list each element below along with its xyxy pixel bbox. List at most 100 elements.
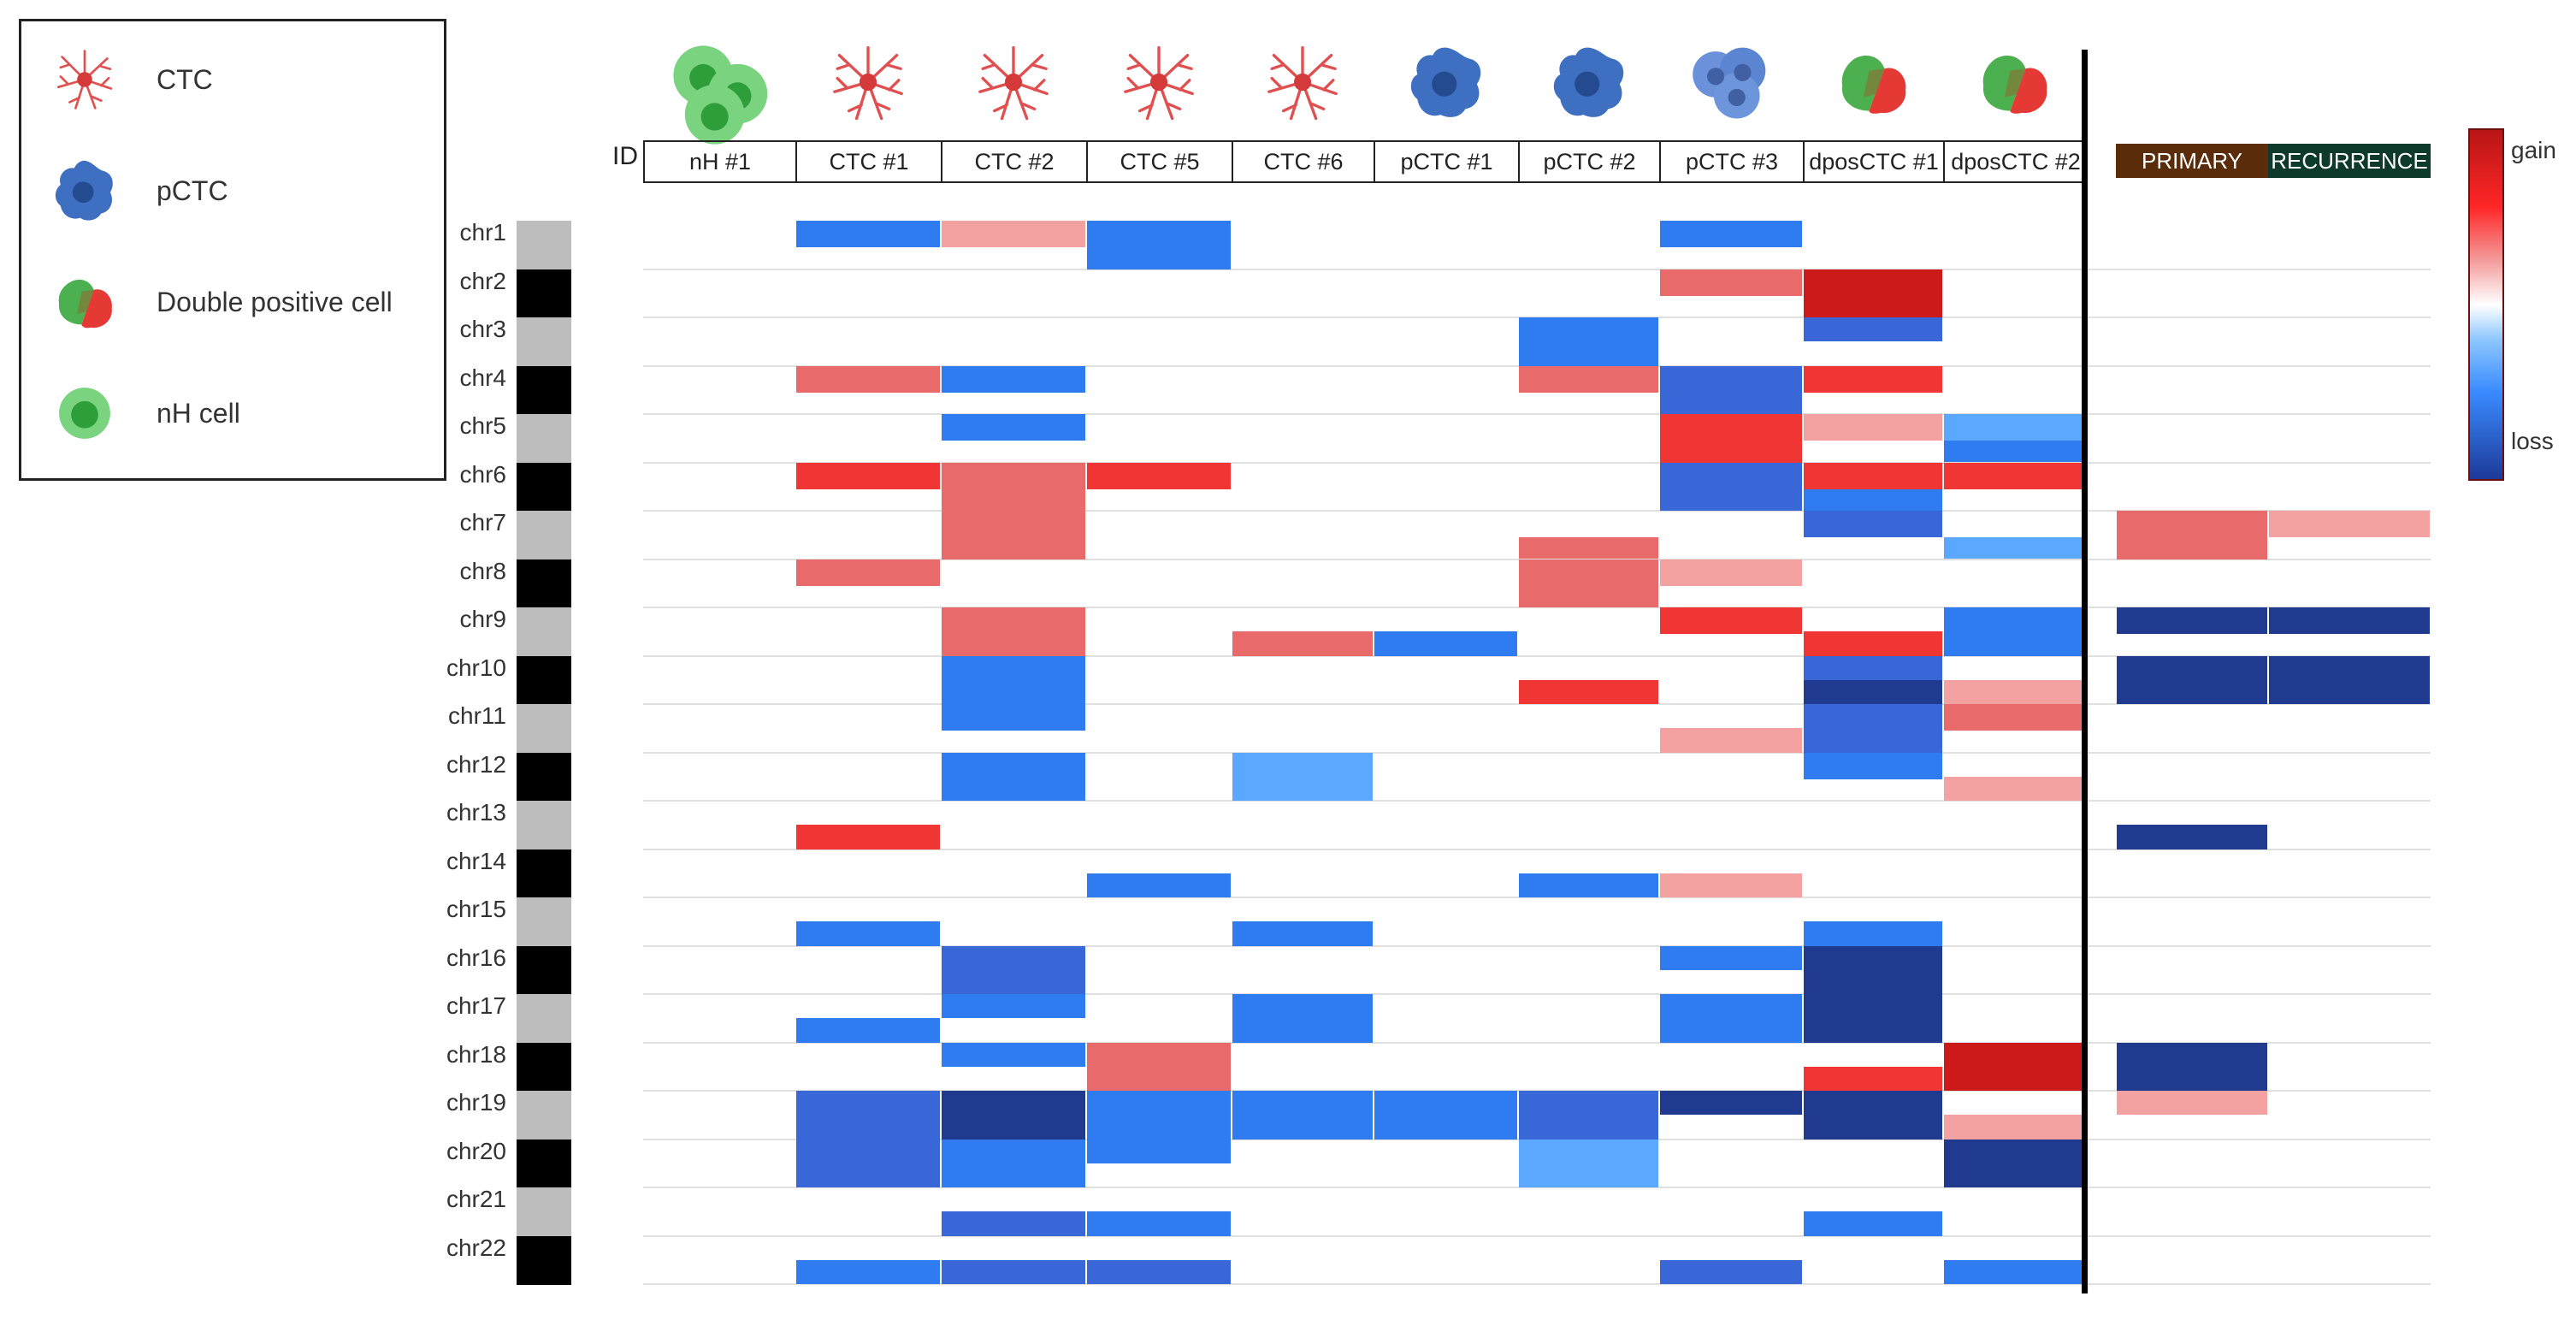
heatmap-cell [1087, 1091, 1231, 1140]
heatmap-cell [796, 1018, 940, 1043]
heatmap-cell [1804, 269, 1942, 317]
cell-type-legend: CTC pCTC Double positive cell nH cell [19, 19, 446, 481]
heatmap-cell [1804, 704, 1942, 753]
pctc-cell-icon [1410, 47, 1480, 117]
heatmap-cell [942, 1211, 1085, 1236]
chromosome-label: chr8 [459, 557, 506, 584]
chromosome-label: chr21 [446, 1186, 506, 1212]
ctc-cell-icon [833, 46, 903, 121]
row-grid-line [643, 993, 2431, 995]
column-header: CTC #1 [797, 142, 942, 181]
heatmap-cell [1804, 1211, 1942, 1236]
heatmap-cell [1804, 921, 1942, 946]
heatmap-cell [1944, 607, 2084, 656]
row-grid-line [643, 268, 2431, 270]
chromosome-label: chr17 [446, 992, 506, 1019]
tumor-column-header: RECURRENCE [2268, 144, 2431, 178]
double-positive-cell-icon [1982, 56, 2047, 114]
row-grid-line [643, 703, 2431, 705]
heatmap-cell [1804, 317, 1942, 342]
column-header: CTC #5 [1088, 142, 1233, 181]
heatmap-cell [942, 1042, 1085, 1067]
row-grid-line [643, 897, 2431, 898]
double-positive-cell-icon [58, 279, 112, 329]
heatmap-cell [942, 221, 1085, 248]
heatmap-cell [1660, 365, 1802, 414]
sample-header-table: nH #1 CTC #1 CTC #2 CTC #5 CTC #6 pCTC #1 pCTC… [643, 140, 2085, 183]
heatmap-cell [1804, 1066, 1942, 1091]
column-header: CTC #2 [942, 142, 1088, 181]
column-header: pCTC #1 [1375, 142, 1520, 181]
heatmap-cell [2269, 679, 2430, 704]
chromosome-stripe [517, 269, 571, 318]
chromosome-label: chr16 [446, 944, 506, 971]
heatmap-cell [796, 559, 940, 586]
chromosome-label: chr11 [448, 702, 506, 729]
chromosome-label: chr10 [446, 654, 506, 681]
column-header: nH #1 [645, 142, 797, 181]
chromosome-stripe [517, 1235, 571, 1285]
row-grid-line [643, 607, 2431, 608]
chromosome-stripe [517, 414, 571, 464]
heatmap-cell [1660, 945, 1802, 970]
legend-item-pctc: pCTC [21, 141, 444, 244]
colorbar-loss-label: loss [2511, 428, 2554, 454]
heatmap-cell [1374, 1091, 1517, 1140]
row-grid-line [643, 751, 2431, 754]
heatmap-cell [1804, 994, 1942, 1043]
heatmap-cell [942, 462, 1085, 511]
legend-label-ctc: CTC [157, 64, 213, 95]
ctc-cell-icon [978, 46, 1049, 121]
chromosome-label: chr1 [459, 219, 506, 246]
heatmap-cell [942, 365, 1085, 393]
row-grid-line [643, 654, 2431, 657]
legend-item-double-positive: Double positive cell [21, 252, 444, 355]
chromosome-stripe [517, 1139, 571, 1188]
heatmap-cell [1804, 679, 1942, 704]
chromosome-stripe [517, 849, 571, 898]
legend-label-pctc: pCTC [157, 175, 228, 206]
colorbar [2468, 128, 2504, 481]
chromosome-stripe [517, 1042, 571, 1092]
chromosome-stripe [517, 1091, 571, 1140]
heatmap-cell [1944, 462, 2084, 489]
heatmap-cell [1519, 873, 1658, 897]
heatmap-cell [796, 365, 940, 393]
heatmap-cell [942, 511, 1085, 559]
nh-cell-icon [59, 388, 110, 439]
heatmap-cell [2269, 511, 2430, 538]
chromosome-label: chr13 [446, 799, 506, 826]
heatmap-cell [1232, 921, 1373, 946]
chromosome-label: chr9 [459, 606, 506, 632]
heatmap-cell [1519, 559, 1658, 607]
heatmap-cell [942, 704, 1085, 731]
heatmap-cell [1232, 994, 1373, 1043]
heatmap-cell [796, 825, 940, 849]
tumor-column-header: PRIMARY [2116, 144, 2268, 178]
heatmap-cell [796, 1139, 940, 1187]
chromosome-stripe [517, 945, 571, 995]
chromosome-label: chr14 [446, 847, 506, 874]
chromosome-label: chr22 [446, 1234, 506, 1261]
nh-cell-cluster-icon [673, 45, 768, 145]
chromosome-stripe [517, 365, 571, 415]
heatmap-cell [942, 1139, 1085, 1187]
row-grid-line [643, 848, 2431, 850]
id-label: ID [612, 142, 638, 170]
heatmap-cell [1660, 1091, 1802, 1116]
row-grid-line [643, 944, 2431, 947]
heatmap-cell [1944, 414, 2084, 441]
pctc-cell-icon [55, 160, 113, 221]
heatmap-cell [1944, 1042, 2084, 1091]
heatmap-cell [1660, 994, 1802, 1043]
heatmap-cell [1660, 559, 1802, 586]
chromosome-stripe [517, 752, 571, 802]
heatmap-cell [942, 414, 1085, 441]
heatmap-cell [2269, 655, 2430, 680]
heatmap-cell [2269, 607, 2430, 635]
heatmap-cell [1087, 462, 1231, 489]
heatmap-cell [1804, 488, 1942, 511]
heatmap-cell [1944, 679, 2084, 704]
chromosome-label: chr12 [446, 750, 506, 778]
